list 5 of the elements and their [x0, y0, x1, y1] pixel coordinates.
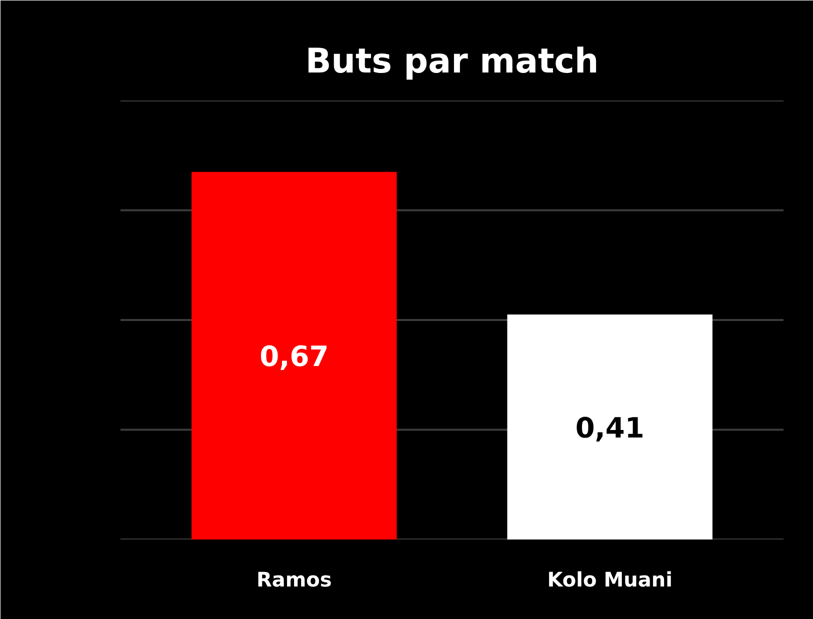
data-label: 0,67	[260, 340, 329, 374]
chart-title: Buts par match	[305, 42, 599, 82]
data-label: 0,41	[575, 412, 644, 445]
x-tick-label: Ramos	[256, 568, 332, 592]
x-tick-label: Kolo Muani	[547, 568, 672, 592]
